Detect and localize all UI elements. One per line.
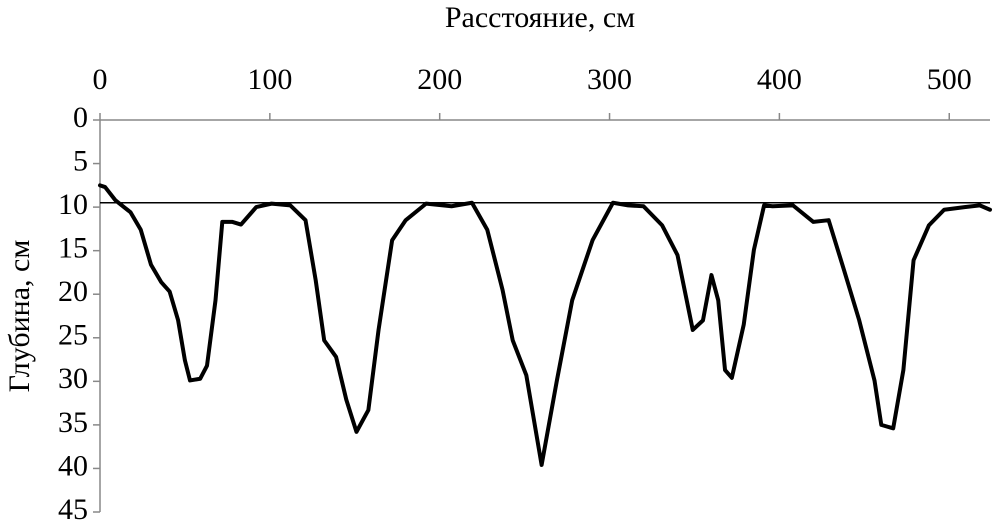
x-axis-title: Расстояние, см [445,1,635,34]
y-tick-label: 40 [58,449,88,482]
y-tick-label: 30 [58,362,88,395]
y-tick-label: 20 [58,275,88,308]
y-axis-title: Глубина, см [3,240,36,393]
y-tick-label: 25 [58,319,88,352]
data-line [98,183,992,467]
y-tick-label: 5 [73,144,88,177]
x-tick-label: 400 [757,63,802,96]
y-tick-label: 10 [58,188,88,221]
y-tick-label: 0 [73,101,88,134]
x-tick-label: 200 [417,63,462,96]
x-tick-label: 100 [247,63,292,96]
y-tick-label: 15 [58,232,88,265]
y-tick-label: 35 [58,406,88,439]
y-tick-label: 45 [58,493,88,526]
x-tick-label: 300 [587,63,632,96]
x-tick-label: 0 [93,63,108,96]
x-tick-label: 500 [927,63,972,96]
